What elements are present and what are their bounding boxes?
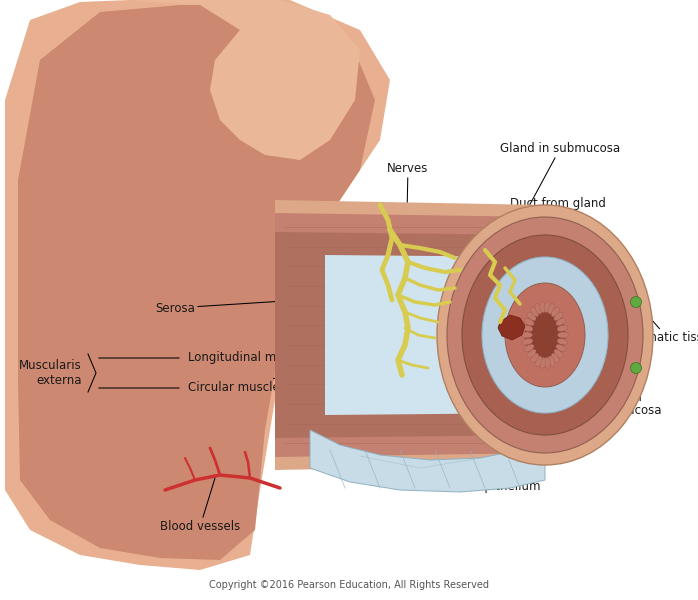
Text: Muscularis
externa: Muscularis externa [20, 359, 82, 387]
Ellipse shape [535, 304, 542, 314]
Text: Serosa: Serosa [155, 300, 300, 314]
Ellipse shape [505, 283, 585, 387]
Circle shape [630, 362, 641, 373]
Ellipse shape [558, 332, 568, 338]
Text: Mucosa: Mucosa [618, 375, 662, 416]
Text: Duct from gland: Duct from gland [510, 197, 606, 282]
Ellipse shape [527, 312, 536, 321]
Text: Submucosa: Submucosa [568, 259, 637, 300]
Ellipse shape [521, 332, 533, 338]
Ellipse shape [525, 305, 565, 365]
Polygon shape [325, 255, 545, 415]
Ellipse shape [557, 325, 568, 331]
Ellipse shape [530, 307, 539, 317]
Ellipse shape [524, 319, 534, 326]
Circle shape [630, 296, 641, 307]
Text: Circular muscle layer: Circular muscle layer [188, 355, 332, 395]
Polygon shape [18, 5, 375, 560]
Polygon shape [130, 0, 360, 160]
Ellipse shape [530, 353, 539, 363]
Polygon shape [498, 315, 525, 340]
Polygon shape [275, 232, 545, 438]
Ellipse shape [554, 349, 563, 358]
Text: Nerves: Nerves [387, 162, 429, 258]
Ellipse shape [556, 344, 566, 352]
Ellipse shape [544, 302, 550, 313]
Ellipse shape [540, 302, 546, 313]
Polygon shape [310, 430, 545, 492]
Text: Lymphatic tissue: Lymphatic tissue [618, 302, 698, 344]
Ellipse shape [447, 217, 643, 453]
Polygon shape [275, 213, 545, 457]
Ellipse shape [524, 344, 534, 352]
Text: Gland in submucosa: Gland in submucosa [500, 142, 620, 260]
Ellipse shape [556, 319, 566, 326]
Ellipse shape [548, 356, 555, 367]
Ellipse shape [544, 358, 550, 368]
Text: Copyright ©2016 Pearson Education, All Rights Reserved: Copyright ©2016 Pearson Education, All R… [209, 580, 489, 590]
Text: Blood vessels: Blood vessels [160, 478, 240, 533]
Ellipse shape [551, 353, 559, 363]
Ellipse shape [522, 325, 533, 331]
Ellipse shape [482, 257, 608, 413]
Ellipse shape [522, 338, 533, 345]
Text: Longitudinal muscle layer: Longitudinal muscle layer [188, 330, 341, 364]
Ellipse shape [535, 356, 542, 367]
Ellipse shape [462, 235, 628, 435]
Ellipse shape [557, 338, 568, 345]
Text: Epithelium: Epithelium [478, 450, 555, 493]
Ellipse shape [527, 349, 536, 358]
Ellipse shape [540, 358, 546, 368]
Ellipse shape [551, 307, 559, 317]
Polygon shape [5, 0, 390, 570]
Ellipse shape [548, 304, 555, 314]
Ellipse shape [437, 205, 653, 465]
Ellipse shape [554, 312, 563, 321]
Polygon shape [275, 200, 545, 470]
